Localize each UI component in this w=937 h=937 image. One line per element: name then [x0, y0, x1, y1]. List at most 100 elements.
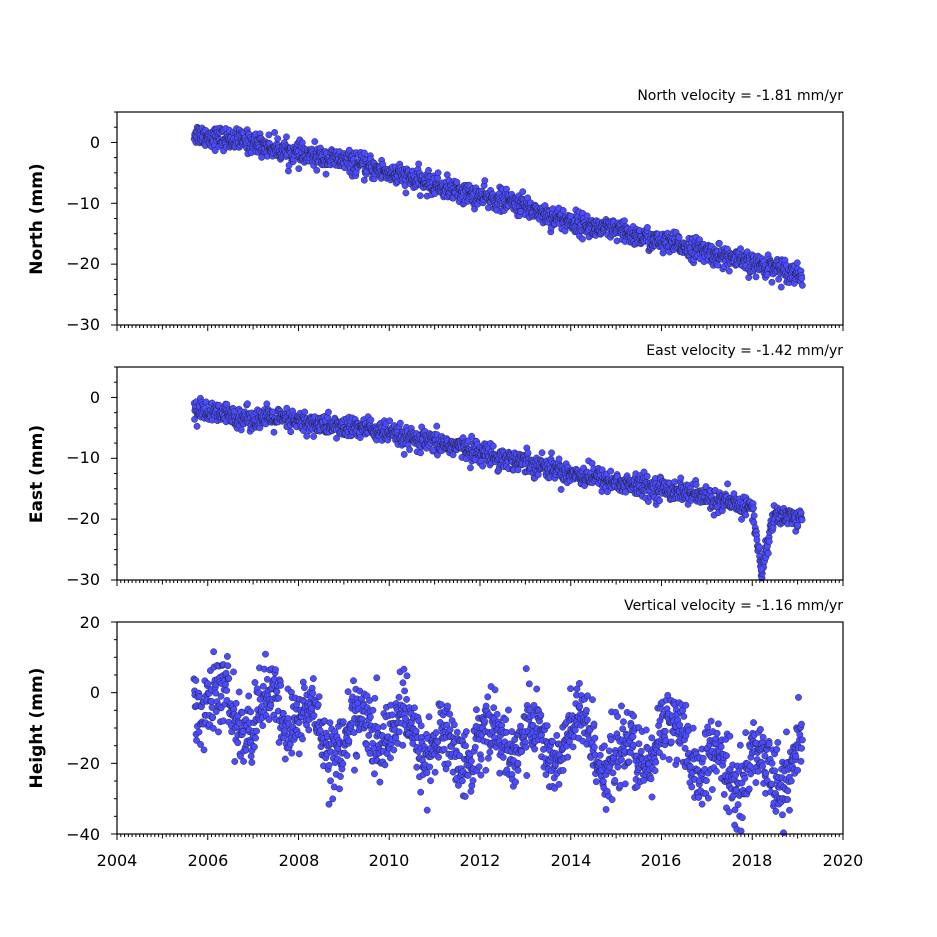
height-data-point	[345, 737, 353, 745]
east-data-point	[755, 543, 763, 551]
height-data-point	[484, 693, 492, 701]
height-data-point	[444, 702, 451, 710]
height-data-point	[371, 770, 378, 778]
east-data-point	[263, 400, 271, 408]
north-data-point	[798, 274, 806, 282]
height-data-point	[432, 729, 440, 736]
height-data-point	[704, 794, 712, 802]
east-data-point	[555, 455, 563, 463]
height-data-point	[325, 761, 333, 769]
height-data-point	[315, 693, 323, 701]
height-data-point	[450, 721, 458, 729]
height-data-point	[300, 684, 308, 692]
height-data-point	[688, 783, 696, 791]
height-data-point	[242, 746, 250, 754]
north-ytick-label: 0	[90, 133, 100, 152]
height-data-point	[720, 791, 728, 798]
north-data-point	[313, 166, 321, 174]
xtick-label: 2016	[641, 851, 682, 870]
height-data-point	[239, 728, 247, 735]
east-plot-frame	[116, 366, 844, 581]
height-data-point	[299, 678, 307, 686]
east-data-point	[750, 512, 758, 520]
height-data-point	[591, 734, 599, 742]
height-data-point	[564, 753, 572, 761]
height-data-point	[365, 732, 373, 739]
height-data-point	[482, 766, 490, 774]
height-data-point	[673, 756, 681, 764]
height-data-point	[549, 737, 556, 745]
height-data-point	[277, 681, 285, 689]
east-data-point	[467, 464, 474, 472]
north-data-point	[583, 212, 591, 220]
north-ytick-label: −20	[66, 254, 100, 273]
east-velocity-title: East velocity = -1.42 mm/yr	[646, 343, 843, 359]
east-data-point	[193, 422, 201, 430]
height-data-point	[590, 743, 598, 751]
height-data-point	[336, 785, 343, 793]
height-data-point	[609, 769, 617, 777]
east-data-point	[310, 433, 317, 440]
north-data-point	[737, 245, 744, 253]
east-data-point	[417, 449, 424, 457]
height-data-point	[411, 704, 418, 712]
north-data-point	[360, 149, 368, 157]
east-data-point	[301, 408, 309, 416]
xtick-label: 2006	[188, 851, 229, 870]
height-data-point	[215, 728, 222, 736]
height-data-point	[514, 766, 522, 774]
height-data-point	[388, 711, 396, 719]
north-data-point	[453, 178, 461, 186]
height-data-point	[373, 674, 381, 682]
height-axis-label: Height (mm)	[27, 668, 47, 789]
height-data-point	[295, 719, 303, 727]
height-data-point	[240, 757, 247, 765]
height-data-point	[601, 742, 608, 750]
east-outlier-point	[757, 565, 765, 573]
height-data-point	[339, 760, 347, 768]
north-data-point	[211, 147, 219, 154]
east-ytick-label: −30	[66, 570, 100, 589]
height-data-point	[440, 745, 448, 753]
height-data-point	[699, 754, 707, 762]
height-data-point	[263, 675, 271, 683]
height-data-point	[325, 800, 333, 808]
xtick-label: 2012	[460, 851, 501, 870]
east-panel: East velocity = -1.42 mm/yr East (mm) 0 …	[27, 343, 844, 589]
height-data-point	[496, 769, 504, 777]
height-data-point	[505, 706, 512, 714]
height-data-point	[230, 668, 237, 676]
east-data-point	[237, 426, 245, 434]
height-data-point	[531, 745, 539, 753]
height-data-point	[232, 699, 240, 707]
east-data-point	[386, 417, 394, 425]
north-data-point	[768, 278, 776, 286]
height-data-point	[403, 695, 410, 703]
height-data-point	[400, 665, 408, 673]
height-data-point	[576, 679, 583, 687]
height-data-point	[680, 712, 688, 720]
height-data-point	[280, 734, 288, 742]
north-data-point	[295, 165, 303, 173]
xtick-label: 2004	[97, 851, 138, 870]
height-data-point	[647, 775, 655, 783]
height-data-point	[279, 709, 287, 717]
height-data-point	[469, 777, 477, 784]
height-data-point	[309, 675, 317, 682]
north-ytick-label: −10	[66, 194, 100, 213]
height-data-point	[589, 696, 596, 704]
height-data-point	[195, 728, 203, 736]
height-data-point	[576, 703, 584, 710]
height-data-point	[689, 724, 697, 732]
height-data-point	[403, 672, 411, 680]
east-data-point	[538, 449, 546, 457]
height-data-point	[235, 688, 243, 696]
height-data-point	[309, 689, 317, 697]
north-data-point	[775, 275, 783, 283]
height-data-point	[592, 778, 600, 786]
height-ytick-label: 0	[90, 683, 100, 702]
height-data-point	[514, 759, 522, 767]
height-data-point	[245, 692, 253, 700]
north-data-point	[415, 160, 423, 168]
north-data-point	[274, 135, 282, 143]
